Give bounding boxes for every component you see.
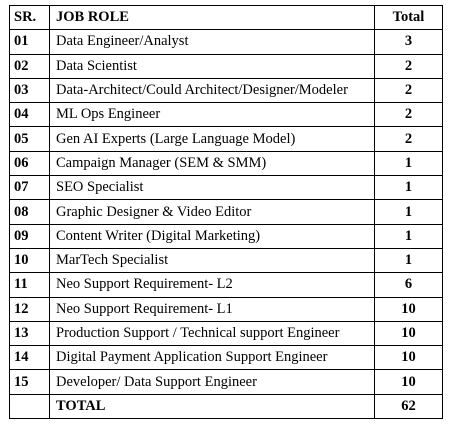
cell-total: 10	[374, 345, 443, 371]
job-roles-table: SR. JOB ROLE Total 01 Data Engineer/Anal…	[9, 4, 443, 420]
cell-sr: 14	[9, 345, 50, 371]
table-row: 10 MarTech Specialist 1	[9, 247, 443, 274]
cell-sr: 08	[9, 199, 50, 225]
header-sr: SR.	[9, 4, 50, 31]
cell-total: 1	[374, 247, 443, 274]
cell-total: 3	[374, 29, 443, 55]
header-total: Total	[374, 4, 443, 31]
cell-sr: 13	[9, 320, 50, 347]
cell-job-role: Campaign Manager (SEM & SMM)	[49, 150, 375, 177]
table-row: 07 SEO Specialist 1	[9, 175, 443, 201]
cell-sr: 02	[9, 53, 50, 79]
job-roles-table-container: SR. JOB ROLE Total 01 Data Engineer/Anal…	[9, 4, 443, 420]
cell-sr: 05	[9, 126, 50, 152]
cell-job-role: Data Engineer/Analyst	[49, 29, 375, 55]
cell-total: 1	[374, 175, 443, 201]
cell-job-role: Graphic Designer & Video Editor	[49, 199, 375, 225]
cell-job-role: Production Support / Technical support E…	[49, 320, 375, 347]
cell-sr: 11	[9, 272, 50, 298]
cell-total: 1	[374, 199, 443, 225]
header-job-role: JOB ROLE	[49, 4, 375, 31]
cell-job-role: Data-Architect/Could Architect/Designer/…	[49, 77, 375, 104]
cell-total: 2	[374, 53, 443, 79]
cell-total: 2	[374, 102, 443, 128]
cell-sr: 09	[9, 223, 50, 249]
cell-sr-empty	[9, 393, 50, 420]
cell-sr: 04	[9, 102, 50, 128]
cell-total: 10	[374, 296, 443, 322]
cell-total: 2	[374, 77, 443, 104]
table-row: 11 Neo Support Requirement- L2 6	[9, 272, 443, 298]
cell-total: 1	[374, 150, 443, 177]
table-row: 04 ML Ops Engineer 2	[9, 102, 443, 128]
cell-job-role: Gen AI Experts (Large Language Model)	[49, 126, 375, 152]
cell-job-role: SEO Specialist	[49, 175, 375, 201]
table-row: 15 Developer/ Data Support Engineer 10	[9, 369, 443, 395]
cell-job-role: Data Scientist	[49, 53, 375, 79]
cell-job-role: MarTech Specialist	[49, 247, 375, 274]
table-row: 09 Content Writer (Digital Marketing) 1	[9, 223, 443, 249]
cell-job-role: Neo Support Requirement- L1	[49, 296, 375, 322]
cell-sr: 07	[9, 175, 50, 201]
total-label: TOTAL	[49, 393, 375, 420]
cell-sr: 06	[9, 150, 50, 177]
cell-total: 1	[374, 223, 443, 249]
table-row: 12 Neo Support Requirement- L1 10	[9, 296, 443, 322]
cell-job-role: Content Writer (Digital Marketing)	[49, 223, 375, 249]
cell-sr: 15	[9, 369, 50, 395]
cell-job-role: ML Ops Engineer	[49, 102, 375, 128]
cell-total: 10	[374, 320, 443, 347]
cell-job-role: Digital Payment Application Support Engi…	[49, 345, 375, 371]
table-header-row: SR. JOB ROLE Total	[9, 4, 443, 31]
table-row: 03 Data-Architect/Could Architect/Design…	[9, 77, 443, 104]
table-row: 13 Production Support / Technical suppor…	[9, 320, 443, 347]
cell-job-role: Developer/ Data Support Engineer	[49, 369, 375, 395]
cell-sr: 03	[9, 77, 50, 104]
cell-job-role: Neo Support Requirement- L2	[49, 272, 375, 298]
cell-total: 6	[374, 272, 443, 298]
table-row: 06 Campaign Manager (SEM & SMM) 1	[9, 150, 443, 177]
cell-sr: 10	[9, 247, 50, 274]
table-row: 08 Graphic Designer & Video Editor 1	[9, 199, 443, 225]
cell-total: 10	[374, 369, 443, 395]
table-row: 02 Data Scientist 2	[9, 53, 443, 79]
grand-total-value: 62	[374, 393, 443, 420]
cell-total: 2	[374, 126, 443, 152]
table-total-row: TOTAL 62	[9, 393, 443, 420]
table-row: 14 Digital Payment Application Support E…	[9, 345, 443, 371]
cell-sr: 12	[9, 296, 50, 322]
table-row: 05 Gen AI Experts (Large Language Model)…	[9, 126, 443, 152]
cell-sr: 01	[9, 29, 50, 55]
table-row: 01 Data Engineer/Analyst 3	[9, 29, 443, 55]
